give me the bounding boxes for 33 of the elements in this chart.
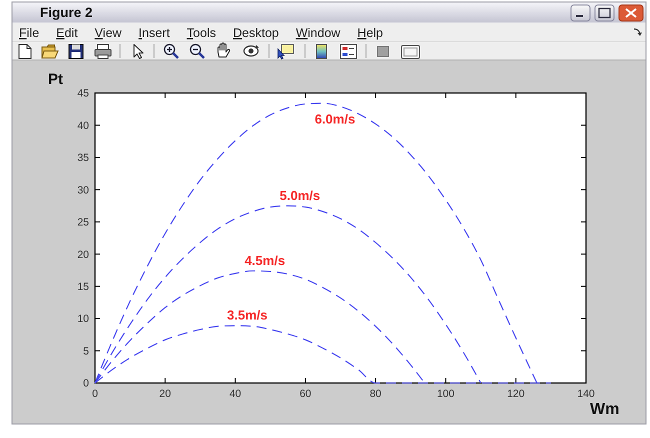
chart-title: Figure 2 [40, 5, 93, 20]
y-tick-label: 40 [77, 120, 90, 132]
x-tick-label: 140 [577, 388, 595, 400]
y-tick-label: 15 [77, 281, 90, 294]
y-tick-label: 10 [77, 313, 90, 326]
x-tick-label: 40 [229, 388, 242, 400]
text: View [94, 26, 123, 40]
x-tick-label: 120 [507, 388, 525, 400]
text: Insert [138, 26, 170, 40]
x-tick-label: 0 [92, 388, 98, 400]
y-tick-label: 20 [77, 248, 90, 261]
x-tick-label: 20 [159, 388, 172, 400]
text: Edit [56, 26, 78, 40]
y-tick-label: 0 [83, 378, 90, 390]
x-axis-title: Wm [590, 401, 620, 418]
series-label: 3.5m/s [227, 308, 268, 323]
x-tick-label: 80 [370, 388, 382, 400]
text: Window [296, 26, 342, 40]
y-axis-title: Pt [48, 71, 64, 88]
x-tick-label: 100 [436, 388, 455, 400]
y-tick-label: 45 [77, 88, 90, 100]
text: Desktop [232, 26, 279, 40]
x-tick-label: 60 [300, 388, 312, 400]
text: Tools [186, 26, 216, 40]
y-tick-label: 35 [77, 152, 90, 164]
series-label: 4.5m/s [244, 252, 286, 268]
y-tick-label: 30 [77, 184, 90, 196]
text: File [19, 26, 40, 40]
text: Help [357, 26, 384, 40]
y-tick-label: 25 [77, 216, 90, 229]
y-tick-label: 5 [83, 345, 90, 358]
series-label: 5.0m/s [280, 188, 320, 203]
series-label: 6.0m/s [314, 111, 356, 126]
